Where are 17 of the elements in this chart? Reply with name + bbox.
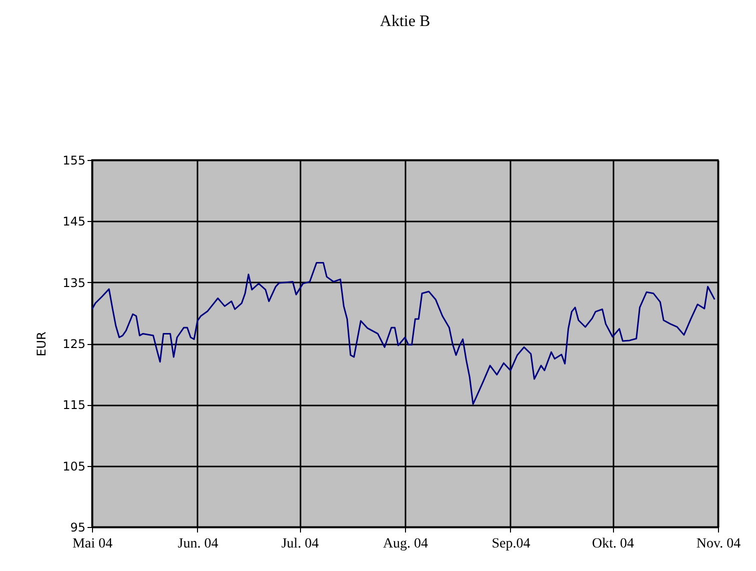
y-axis-title: EUR xyxy=(34,332,49,356)
x-tick-label: Jul. 04 xyxy=(281,536,319,552)
y-tick-label: 155 xyxy=(62,154,86,168)
x-tick-label: Okt. 04 xyxy=(592,536,634,552)
chart-title: Aktie B xyxy=(380,13,430,30)
y-tick-label: 105 xyxy=(62,459,86,474)
y-tick-label: 95 xyxy=(70,520,86,534)
x-tick-label: Aug. 04 xyxy=(382,536,428,552)
y-tick-label: 135 xyxy=(62,276,86,290)
x-tick-label: Sep.04 xyxy=(492,536,530,552)
y-tick-label: 115 xyxy=(62,398,86,412)
x-tick-label: Nov. 04 xyxy=(696,536,741,552)
y-tick-label: 125 xyxy=(62,337,86,351)
y-tick-label: 145 xyxy=(62,214,86,229)
line-series xyxy=(92,262,716,405)
x-tick-label: Mai 04 xyxy=(72,536,113,552)
x-tick-label: Jun. 04 xyxy=(178,536,218,552)
